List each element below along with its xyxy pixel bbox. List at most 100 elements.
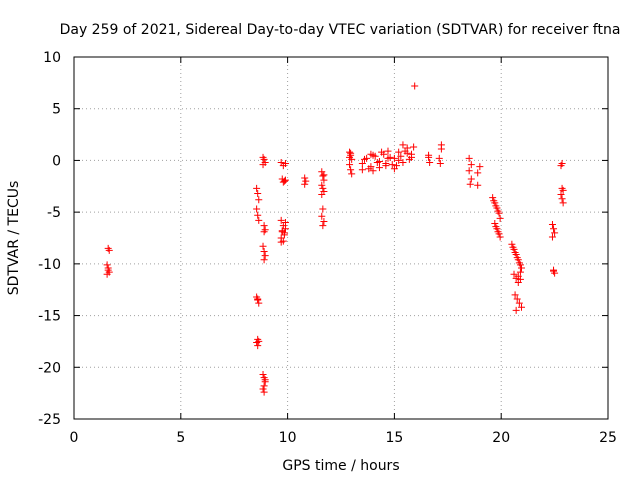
x-tick-label: 15	[385, 430, 403, 446]
data-point	[467, 175, 475, 183]
data-point	[378, 148, 386, 156]
data-point	[411, 82, 419, 90]
data-point	[474, 181, 482, 189]
data-point	[280, 177, 288, 185]
data-point	[399, 141, 407, 149]
data-point	[365, 165, 373, 173]
data-point	[375, 164, 383, 172]
data-point	[254, 190, 262, 198]
y-tick-label: -15	[38, 309, 61, 325]
data-point	[384, 147, 392, 155]
grid-lines	[74, 57, 608, 419]
chart-title: Day 259 of 2021, Sidereal Day-to-day VTE…	[60, 22, 621, 38]
data-point	[558, 160, 566, 168]
data-point	[302, 177, 310, 185]
data-point	[260, 155, 268, 163]
y-tick-label: -10	[38, 257, 61, 273]
data-point	[320, 217, 328, 225]
x-tick-label: 0	[70, 430, 79, 446]
plot-frame	[73, 56, 609, 420]
data-point	[373, 158, 381, 166]
data-point	[511, 291, 519, 299]
data-point	[358, 166, 366, 174]
data-point	[382, 160, 390, 168]
data-point	[388, 161, 396, 169]
data-points	[103, 82, 567, 396]
data-point	[281, 176, 289, 184]
data-point	[277, 238, 285, 246]
data-point	[437, 141, 445, 149]
data-point	[301, 180, 309, 188]
data-point	[426, 158, 434, 166]
data-point	[496, 233, 504, 241]
data-point	[253, 205, 261, 213]
data-point	[491, 220, 499, 228]
data-point	[260, 388, 268, 396]
data-point	[548, 233, 556, 241]
data-point	[514, 272, 522, 280]
data-point	[281, 160, 289, 168]
data-point	[255, 299, 263, 307]
data-point	[319, 222, 327, 230]
data-point	[105, 246, 113, 254]
data-point	[259, 242, 267, 250]
data-point	[435, 154, 443, 162]
x-tick-label: 25	[599, 430, 617, 446]
data-point	[319, 172, 327, 180]
data-point	[494, 207, 502, 215]
data-point	[369, 167, 377, 175]
data-point	[558, 195, 566, 203]
data-point	[346, 153, 354, 161]
data-point	[318, 212, 326, 220]
data-point	[395, 156, 403, 164]
y-tick-label: 5	[52, 102, 61, 118]
y-tick-label: 0	[52, 153, 61, 169]
data-point	[358, 160, 366, 168]
data-point	[395, 148, 403, 156]
data-point	[515, 259, 523, 267]
data-point	[517, 264, 525, 272]
data-point	[254, 342, 262, 350]
data-point	[318, 191, 326, 199]
x-tick-label: 10	[279, 430, 297, 446]
data-point	[467, 161, 475, 169]
data-point	[255, 196, 263, 204]
data-point	[254, 211, 262, 219]
data-point	[319, 205, 327, 213]
data-point	[261, 252, 269, 260]
data-point	[254, 295, 262, 303]
data-point	[516, 268, 524, 276]
data-point	[550, 267, 558, 275]
data-point	[517, 303, 525, 311]
data-point	[255, 337, 263, 345]
data-point	[465, 154, 473, 162]
data-point	[260, 247, 268, 255]
data-point	[255, 216, 263, 224]
data-point	[496, 214, 504, 222]
axis-ticks: 0 5 10 15 20 25 10 5 0 -5 -10 -15 -20 -25	[38, 50, 617, 446]
data-point	[515, 299, 523, 307]
data-point	[509, 243, 517, 251]
y-tick-label: -5	[47, 205, 61, 221]
data-point	[319, 184, 327, 192]
data-point	[260, 382, 268, 390]
data-point	[103, 270, 111, 278]
data-point	[253, 184, 261, 192]
data-point	[261, 376, 269, 384]
data-point	[466, 180, 474, 188]
data-point	[559, 199, 567, 207]
data-point	[277, 216, 285, 224]
data-point	[259, 371, 267, 379]
data-point	[360, 155, 368, 163]
data-point	[390, 154, 398, 162]
y-tick-label: -25	[38, 412, 61, 428]
data-point	[397, 152, 405, 160]
data-point	[508, 240, 516, 248]
data-point	[259, 161, 267, 169]
data-point	[410, 143, 418, 151]
data-point	[260, 228, 268, 236]
data-point	[513, 254, 521, 262]
data-point	[260, 256, 268, 264]
y-tick-label: -20	[38, 360, 61, 376]
